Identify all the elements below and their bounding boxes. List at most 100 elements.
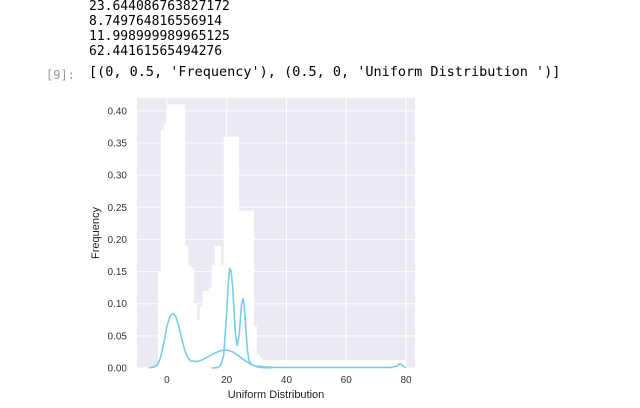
- x-tick-label: 0: [164, 375, 170, 386]
- histogram-bar: [256, 355, 260, 368]
- x-tick-labels: 0 20 40 60 80: [164, 375, 412, 386]
- histogram-bar: [238, 210, 243, 368]
- histogram-bar: [187, 265, 192, 368]
- histogram: [157, 104, 407, 368]
- histogram-bar: [331, 360, 335, 368]
- histogram-bar: [241, 210, 246, 368]
- histogram-bar: [313, 360, 317, 368]
- histogram-bar: [346, 360, 350, 368]
- cell-result: [(0, 0.5, 'Frequency'), (0.5, 0, 'Unifor…: [89, 64, 561, 80]
- x-tick-label: 60: [341, 375, 353, 386]
- histogram-bar: [301, 360, 305, 368]
- histogram-bar: [166, 104, 171, 368]
- histogram-bar: [205, 290, 210, 368]
- histogram-bar: [289, 360, 293, 368]
- histogram-bar: [376, 360, 380, 368]
- histogram-bar: [262, 360, 266, 368]
- cell-stdout: 23.644086763827172 8.749764816556914 11.…: [89, 0, 230, 59]
- histogram-bar: [160, 130, 165, 368]
- histogram-bar: [253, 326, 257, 368]
- histogram-bar: [196, 319, 201, 368]
- histogram-bar: [394, 360, 398, 368]
- histogram-bar: [172, 104, 177, 368]
- histogram-bar: [229, 136, 234, 368]
- histogram-bar: [199, 306, 204, 368]
- y-tick-labels: 0.00 0.05 0.10 0.15 0.20 0.25 0.30 0.35 0.40: [108, 106, 128, 374]
- histogram-bar: [373, 360, 377, 368]
- histogram-bar: [244, 210, 249, 368]
- y-tick-label: 0.40: [108, 106, 128, 117]
- histogram-bar: [235, 136, 240, 368]
- histogram-bar: [361, 360, 365, 368]
- histogram-bar: [379, 360, 383, 368]
- stdout-line: 23.644086763827172: [89, 0, 230, 14]
- histogram-bar: [163, 123, 168, 368]
- histogram-bar: [340, 360, 344, 368]
- histogram-bar: [304, 360, 308, 368]
- y-tick-label: 0.35: [108, 139, 128, 150]
- histogram-bar: [178, 104, 183, 368]
- histogram-bar: [226, 136, 231, 368]
- kde-line: [148, 312, 272, 369]
- histogram-bar: [319, 360, 323, 368]
- histogram-bar: [355, 360, 359, 368]
- histogram-bar: [271, 360, 275, 368]
- histogram-bar: [385, 360, 389, 368]
- histogram-bar: [274, 360, 278, 368]
- y-tick-label: 0.30: [108, 171, 128, 182]
- histogram-bar: [259, 358, 263, 368]
- histogram-bar: [391, 360, 395, 368]
- histogram-bar: [325, 360, 329, 368]
- kde-line: [211, 267, 407, 369]
- histogram-bar: [247, 210, 251, 368]
- histogram-bar: [277, 360, 281, 368]
- histogram-bar: [307, 360, 311, 368]
- x-axis-label: Uniform Distribution: [228, 389, 325, 401]
- histogram-bar: [232, 136, 237, 368]
- histogram-bar: [364, 360, 368, 368]
- histogram-bar: [367, 360, 371, 368]
- histogram-bar: [286, 360, 290, 368]
- y-tick-label: 0.15: [108, 267, 128, 278]
- histogram-bar: [193, 303, 198, 368]
- histogram-bar: [184, 245, 189, 368]
- y-tick-label: 0.10: [108, 299, 128, 310]
- histogram-bar: [250, 210, 254, 368]
- histogram-bar: [208, 287, 213, 368]
- histogram-bar: [328, 360, 332, 368]
- x-tick-label: 40: [281, 375, 293, 386]
- kde-lines: [148, 267, 407, 369]
- histogram-bar: [265, 360, 269, 368]
- histogram-bar: [334, 360, 338, 368]
- histogram-bar: [268, 360, 272, 368]
- histogram-bar: [382, 360, 386, 368]
- x-tick-label: 80: [400, 375, 412, 386]
- histogram-bar: [403, 360, 407, 368]
- histogram-bar: [295, 360, 299, 368]
- histogram-bar: [388, 360, 392, 368]
- histogram-bar: [349, 360, 353, 368]
- histogram-bar: [310, 360, 314, 368]
- y-tick-label: 0.25: [108, 203, 128, 214]
- histogram-bar: [181, 104, 186, 368]
- histogram-bar: [358, 360, 362, 368]
- y-axis-label: Frequency: [90, 207, 102, 259]
- histogram-bar: [292, 360, 296, 368]
- histogram-bar: [298, 360, 302, 368]
- histogram-bar: [214, 245, 219, 368]
- chart: 0.00 0.05 0.10 0.15 0.20 0.25 0.30 0.35 0.40 0 20…: [90, 98, 415, 401]
- histogram-bar: [322, 360, 326, 368]
- histogram-bar: [283, 360, 287, 368]
- histogram-bar: [211, 265, 216, 368]
- stdout-line: 62.44161565494276: [89, 44, 223, 59]
- histogram-bar: [169, 104, 174, 368]
- histogram-bar: [280, 360, 284, 368]
- histogram-bar: [175, 104, 180, 368]
- histogram-bar: [337, 360, 341, 368]
- stdout-line: 11.998999989965125: [89, 29, 230, 44]
- histogram-bar: [157, 271, 162, 368]
- histogram-bar: [352, 360, 356, 368]
- histogram-bar: [316, 360, 320, 368]
- x-tick-label: 20: [221, 375, 233, 386]
- histogram-bar: [202, 290, 207, 368]
